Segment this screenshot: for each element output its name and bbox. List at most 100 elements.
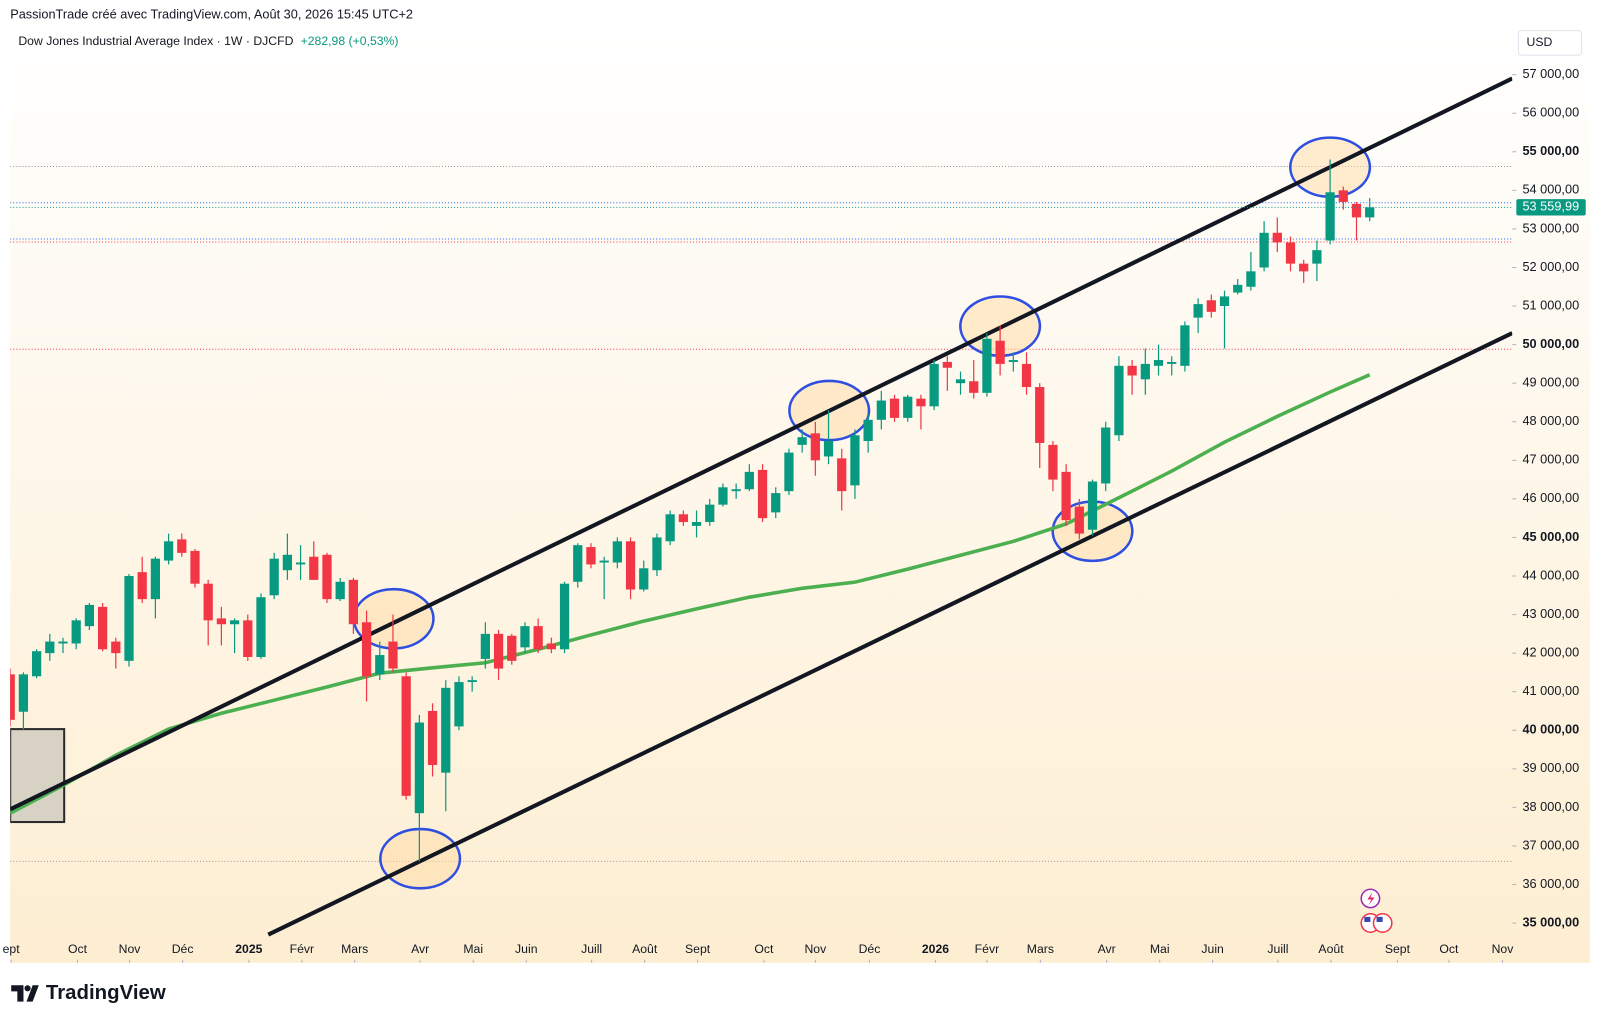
candle-body [1008,360,1018,362]
x-tick-label: 2025 [235,942,262,956]
candle-body [375,655,385,675]
y-tick-label: 40 000,00 [1522,722,1579,737]
candle-body [216,618,227,625]
header-text: PassionTrade créé avec TradingView.com, … [10,7,413,22]
last-price-label: 53 559,99 [1522,199,1579,214]
candle-body [1365,207,1375,218]
candle-body [58,641,68,644]
legend-change: +282,98 (+0,53%) [301,34,399,48]
candle-body [744,471,754,490]
y-tick-label: 42 000,00 [1522,645,1579,660]
candle-body [1101,427,1111,484]
candle-body [1272,232,1282,243]
candle-body [335,581,345,600]
candle-body [388,641,398,669]
candle-body [850,435,860,486]
candle-body [309,556,319,580]
candle-body [1021,363,1032,388]
candle-body [665,514,675,542]
candle-body [111,641,121,654]
candle-body [837,458,847,492]
flag-icon[interactable] [1372,913,1393,933]
candle-body [295,562,306,565]
trendline [10,76,1513,812]
candle-body [1206,300,1216,312]
candle-body [982,338,992,393]
x-tick-label: Nov [119,942,142,956]
candle-body [427,710,438,765]
y-tick-label: 46 000,00 [1522,490,1579,505]
y-tick-label: 55 000,00 [1522,143,1579,158]
candle-body [823,441,834,457]
x-tick-label: Oct [754,942,774,956]
candle-body [559,583,570,650]
candle-body [1140,363,1150,380]
candle-body [1167,361,1177,364]
x-tick-label: Déc [859,942,881,956]
logo-text: TradingView [46,982,166,1004]
candle-body [177,539,187,553]
y-tick-label: 48 000,00 [1522,413,1579,428]
candle-body [876,400,886,420]
x-tick-label: Mars [1027,942,1054,956]
candle-body [18,674,29,712]
candle-body [1219,296,1230,307]
candle-body [757,469,768,519]
y-tick-label: 36 000,00 [1522,876,1579,891]
axes: 35 000,00 36 000,00 37 000,00 38 000,00 39 0… [3,66,1586,963]
candle-body [916,398,926,407]
candle-body [929,363,939,407]
candle-body [784,452,794,492]
logo-mark [11,985,24,1002]
candle-body [10,674,15,720]
candle-body [348,579,358,625]
candle-body [639,568,649,590]
candle-body [586,547,596,565]
candle-body [942,361,952,368]
candle-body [955,379,966,384]
candle-body [1193,304,1203,318]
candle-body [1233,284,1243,293]
candle-body [1246,271,1256,287]
x-tick-label: Juin [1201,942,1224,956]
candle-body [1114,365,1124,436]
candle-body [229,620,240,625]
y-tick-label: 44 000,00 [1522,567,1579,582]
candle-body [97,606,108,650]
currency-box[interactable] [1517,30,1583,56]
candle-body [810,433,820,461]
y-tick-label: 52 000,00 [1522,259,1579,274]
candle-body [507,635,517,661]
candle-body [1061,471,1071,521]
x-tick-label: Sept [685,942,711,956]
currency[interactable]: USD [1527,35,1553,49]
candle-body [203,583,213,621]
flag-part [1364,916,1371,922]
candle-body [771,493,781,513]
candle-body [493,633,504,669]
y-tick-label: 53 000,00 [1522,220,1579,235]
candle-body [124,576,134,661]
x-tick-label: Déc [172,942,194,956]
candle-body [282,554,293,571]
candle-body [1153,360,1164,366]
candle-body [546,643,556,650]
candle-body [1074,506,1084,534]
x-tick-label: Oct [68,942,88,956]
moving-average [10,373,1371,815]
x-tick-label: Févr [975,942,999,956]
candle-body [322,554,332,600]
x-tick-label: Juill [581,942,602,956]
candle-body [1325,192,1335,241]
candle-body [573,545,583,582]
candle-body [797,437,807,445]
candle-body [1259,232,1269,268]
candle-body [533,626,543,650]
y-tick-label: 41 000,00 [1522,683,1579,698]
x-tick-label: Nov [1492,942,1515,956]
y-tick-label: 45 000,00 [1522,529,1579,544]
candle-body [678,514,688,523]
x-tick-label: Oct [1439,942,1459,956]
candle-body [731,489,741,492]
